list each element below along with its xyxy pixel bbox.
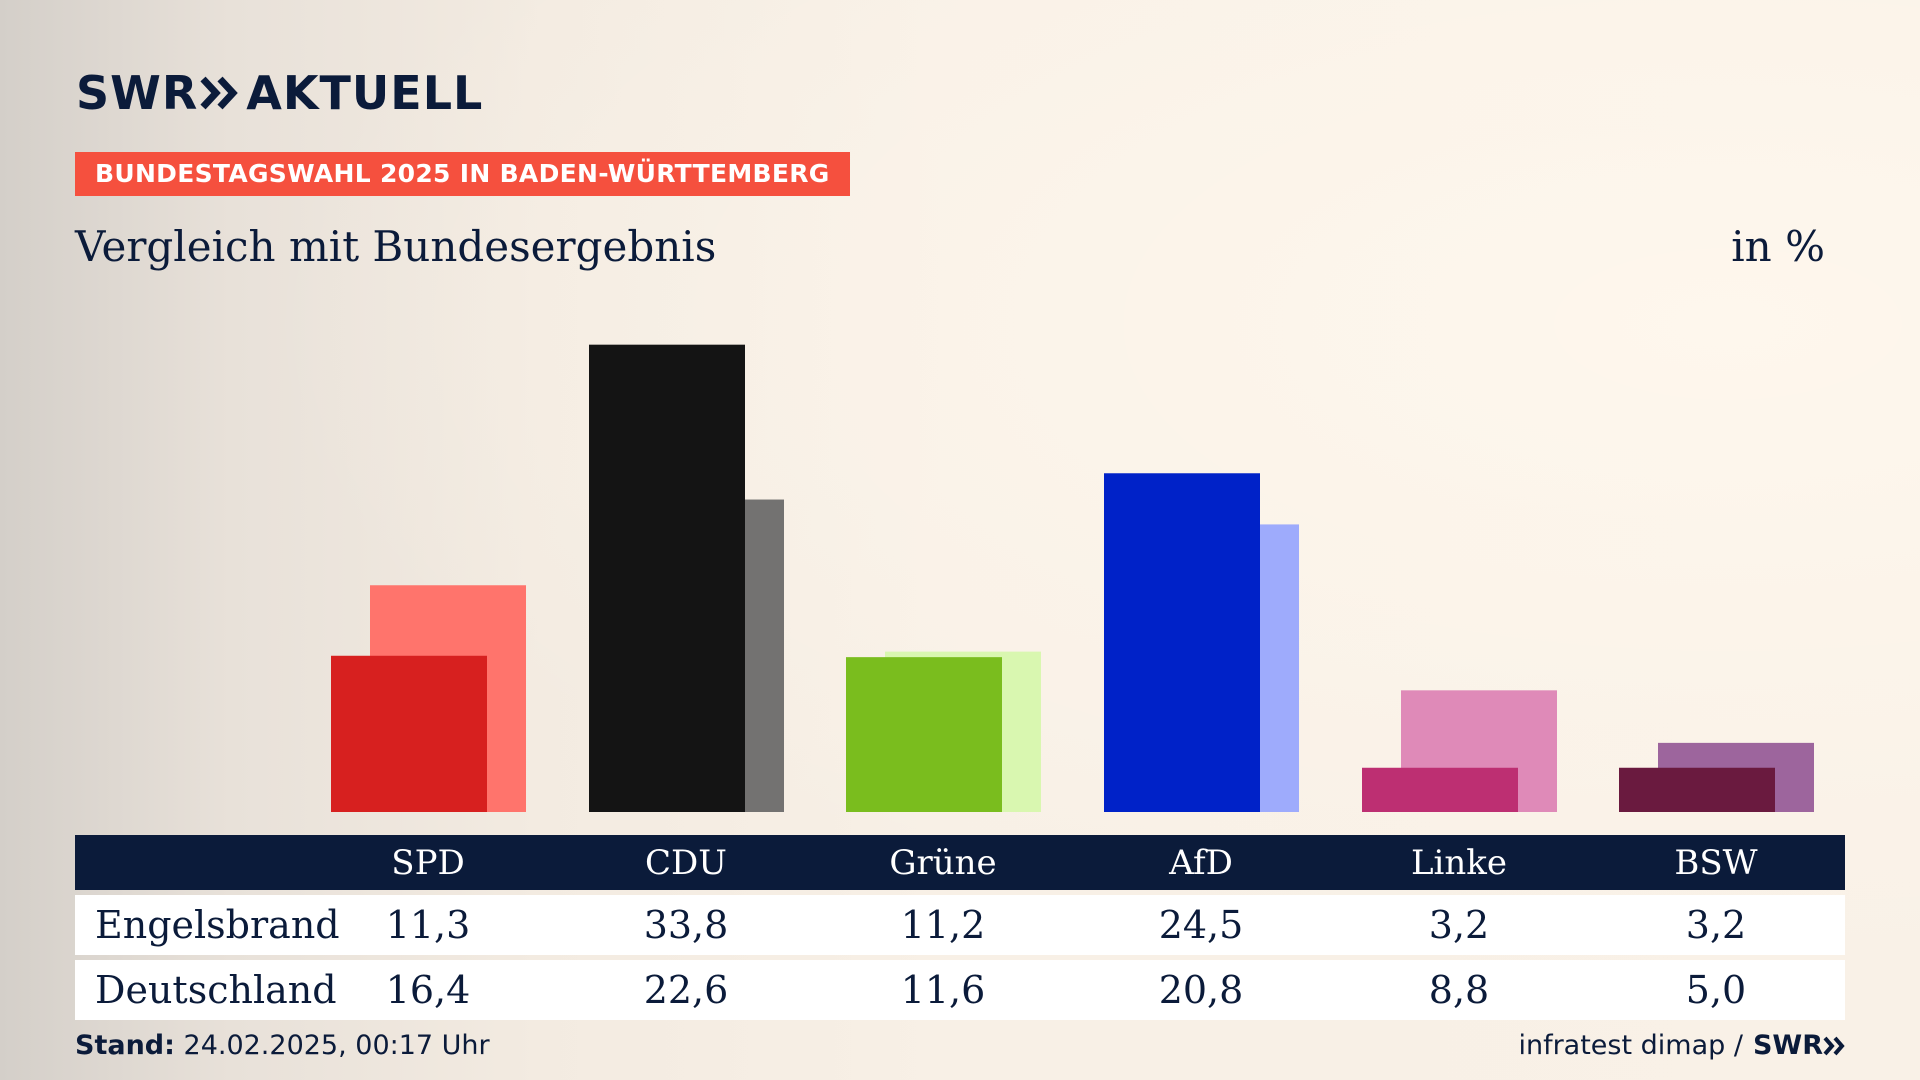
column-header: CDU — [645, 842, 727, 883]
column-header: BSW — [1674, 842, 1758, 883]
source-credit: infratest dimap / SWR — [1518, 1030, 1845, 1061]
row-label: Engelsbrand — [95, 903, 340, 947]
table-cell: 16,4 — [385, 968, 471, 1012]
table-row: Engelsbrand 11,3 33,8 11,2 24,5 3,2 3,2 — [75, 895, 1845, 955]
table-cell: 11,6 — [900, 968, 986, 1012]
bar-spd-engelsbrand — [331, 655, 487, 812]
bar-grne-engelsbrand — [846, 657, 1002, 812]
table-cell: 24,5 — [1158, 903, 1244, 947]
bar-chart — [331, 344, 1814, 812]
table-cell: 33,8 — [643, 903, 729, 947]
bar-cdu-engelsbrand — [589, 344, 745, 812]
unit-label: in % — [1731, 222, 1825, 271]
column-header: Grüne — [889, 842, 997, 883]
logo-swr-text: SWR — [76, 66, 199, 120]
double-chevron-icon — [200, 76, 240, 110]
table-cell: 11,3 — [385, 903, 471, 947]
table-cell: 3,2 — [1428, 903, 1490, 947]
table-cell: 11,2 — [900, 903, 986, 947]
timestamp: Stand: 24.02.2025, 00:17 Uhr — [75, 1030, 490, 1061]
stand-label: Stand: — [75, 1030, 175, 1061]
election-banner: BUNDESTAGSWAHL 2025 IN BADEN-WÜRTTEMBERG — [75, 152, 850, 196]
double-chevron-small-icon — [1823, 1036, 1845, 1055]
chart-subtitle: Vergleich mit Bundesergebnis — [75, 222, 717, 271]
column-header: AfD — [1169, 842, 1233, 883]
swr-aktuell-logo: SWR AKTUELL — [76, 66, 483, 120]
logo-aktuell-text: AKTUELL — [246, 66, 484, 120]
table-cell: 5,0 — [1685, 968, 1747, 1012]
swr-small-logo-text: SWR — [1752, 1030, 1823, 1061]
table-header-row: SPD CDU Grüne AfD Linke BSW — [75, 835, 1845, 890]
column-header: Linke — [1410, 842, 1508, 883]
table-row: Deutschland 16,4 22,6 11,6 20,8 8,8 5,0 — [75, 960, 1845, 1020]
bar-bsw-engelsbrand — [1619, 767, 1775, 812]
bar-afd-engelsbrand — [1104, 473, 1260, 812]
table-cell: 3,2 — [1685, 903, 1747, 947]
stand-value: 24.02.2025, 00:17 Uhr — [183, 1030, 490, 1061]
table-cell: 8,8 — [1428, 968, 1490, 1012]
row-label: Deutschland — [95, 968, 337, 1012]
source-text: infratest dimap / — [1518, 1030, 1743, 1061]
column-header: SPD — [391, 842, 465, 883]
swr-small-logo: SWR — [1753, 1030, 1845, 1061]
results-table: SPD CDU Grüne AfD Linke BSW Engelsbrand 11,3 3… — [75, 835, 1845, 1020]
table-cell: 20,8 — [1158, 968, 1244, 1012]
bar-linke-engelsbrand — [1362, 767, 1518, 812]
table-cell: 22,6 — [643, 968, 729, 1012]
